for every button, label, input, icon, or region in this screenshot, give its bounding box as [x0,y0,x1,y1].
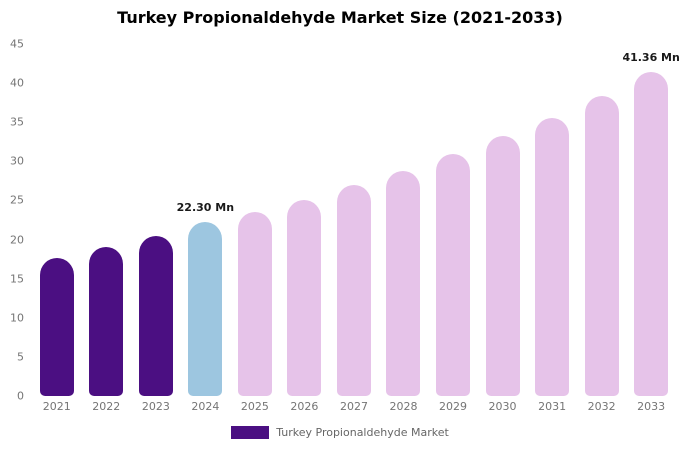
bar-column [577,44,627,396]
bar-column [379,44,429,396]
bar-column [280,44,330,396]
bar-2033 [634,72,669,396]
bar-column: 41.36 Mn [622,44,680,396]
x-tick-label: 2022 [92,400,121,413]
y-tick-label: 10 [10,311,24,325]
bar-column: 22.30 Mn [177,44,234,396]
x-tick-label: 2032 [587,400,616,413]
bar-column [527,44,577,396]
y-tick-label: 40 [10,76,24,90]
bar-2027 [336,184,371,396]
y-tick-label: 5 [17,350,24,364]
bar-value-label-2024: 22.30 Mn [176,200,235,214]
bars-area: 22.30 Mn 41.36 Mn [32,44,680,396]
bar-column [329,44,379,396]
x-tick-label: 2030 [488,400,517,413]
y-tick-label: 25 [10,193,24,207]
legend-label: Turkey Propionaldehyde Market [276,426,449,439]
bar-2031 [535,117,570,396]
x-tick-label: 2031 [538,400,567,413]
bar-column [32,44,82,396]
chart-title: Turkey Propionaldehyde Market Size (2021… [117,8,563,27]
bar-column [428,44,478,396]
bar-column [478,44,528,396]
bar-column [230,44,280,396]
x-tick-label: 2024 [191,400,220,413]
x-tick-label: 2029 [439,400,468,413]
x-tick-label: 2021 [42,400,71,413]
bar-2028 [386,170,421,396]
bar-2032 [584,96,619,396]
bar-column [82,44,132,396]
y-tick-label: 15 [10,272,24,286]
x-tick-label: 2023 [141,400,170,413]
y-tick-label: 30 [10,154,24,168]
bar-2021 [39,258,74,396]
x-tick-label: 2027 [339,400,368,413]
bar-2022 [89,246,124,396]
y-tick-label: 45 [10,37,24,51]
x-tick-label: 2028 [389,400,418,413]
y-tick-label: 20 [10,233,24,247]
legend: Turkey Propionaldehyde Market [0,426,680,439]
bar-value-label-2033: 41.36 Mn [622,51,680,65]
y-tick-label: 0 [17,389,24,403]
x-tick-label: 2026 [290,400,319,413]
bar-2029 [436,153,471,396]
bar-2023 [138,236,173,396]
bar-column [131,44,181,396]
bar-2024 [188,221,223,396]
bar-2025 [237,212,272,396]
x-axis-labels: 2021 2022 2023 2024 2025 2026 2027 2028 2029 2030… [32,400,676,413]
y-axis-labels: 0 5 10 15 20 25 30 35 40 45 [0,39,26,402]
x-tick-label: 2025 [240,400,269,413]
y-tick-label: 35 [10,115,24,129]
bar-2026 [287,199,322,396]
legend-swatch [231,426,270,439]
bar-2030 [485,136,520,396]
x-tick-label: 2033 [637,400,666,413]
